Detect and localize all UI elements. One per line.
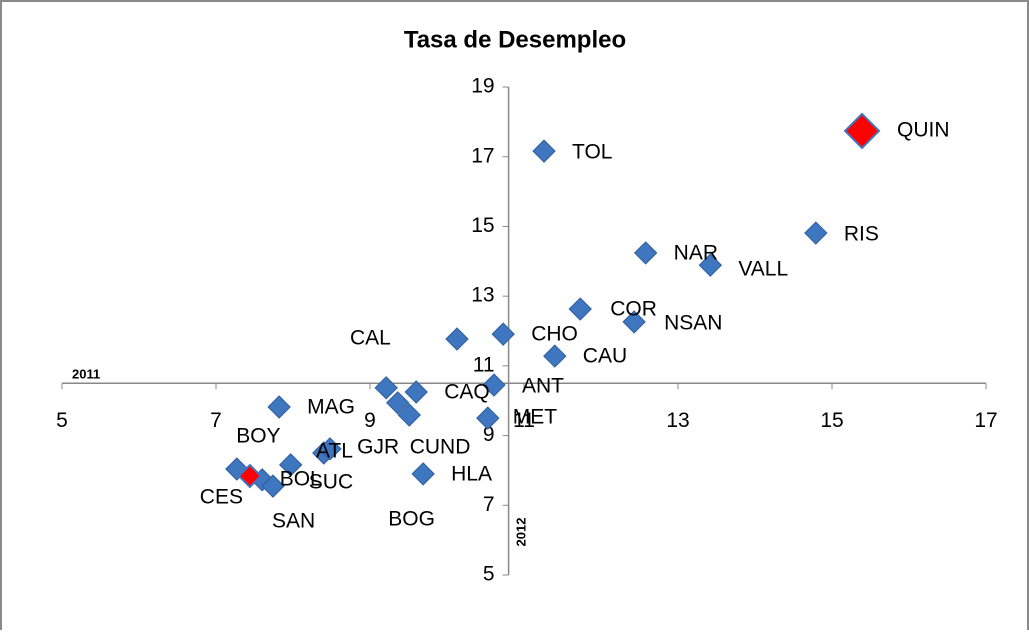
data-point — [374, 376, 398, 400]
y-tick-label: 7 — [483, 493, 495, 516]
point-label: CAQ — [444, 381, 490, 404]
point-label: SUC — [309, 471, 353, 494]
x-tick-label: 13 — [666, 409, 689, 432]
y-tick-label: 11 — [473, 353, 495, 376]
data-point — [261, 474, 285, 498]
data-point — [698, 253, 723, 277]
data-point — [411, 462, 435, 486]
point-label: NAR — [674, 241, 718, 264]
point-label: TOL — [572, 141, 612, 164]
data-point — [532, 139, 556, 163]
point-label: BOL — [280, 467, 322, 490]
data-point — [476, 406, 500, 430]
x-tick-label: 17 — [974, 409, 997, 432]
data-point — [397, 403, 421, 427]
x-axis-title: 2011 — [72, 366, 100, 381]
chart-title: Tasa de Desempleo — [404, 26, 626, 53]
x-tick-label: 15 — [820, 409, 843, 432]
point-label: SAN — [272, 510, 315, 533]
data-point — [278, 453, 303, 477]
point-label: MET — [513, 406, 558, 429]
point-label: CAU — [583, 345, 627, 368]
point-label: BOY — [236, 424, 280, 447]
data-point — [318, 437, 342, 461]
data-point — [843, 112, 881, 150]
y-axis-title: 2012 — [513, 518, 528, 547]
data-point — [386, 391, 410, 415]
point-label: VALL — [738, 258, 788, 281]
y-tick-label: 19 — [471, 75, 494, 98]
data-point — [482, 373, 506, 397]
y-tick-label: 5 — [483, 563, 495, 586]
point-label: ANT — [522, 375, 564, 398]
point-label: RIS — [844, 223, 879, 246]
point-label: NSAN — [664, 311, 722, 334]
point-label: ATL — [316, 439, 353, 462]
point-label: HLA — [451, 462, 492, 485]
data-point — [622, 310, 646, 334]
x-tick-label: 7 — [210, 409, 222, 432]
point-label: CAL — [350, 327, 391, 350]
point-label: CUND — [410, 435, 471, 458]
y-tick-label: 9 — [483, 423, 495, 446]
point-label: QUIN — [897, 118, 950, 141]
point-label: CES — [200, 486, 243, 509]
y-tick-label: 13 — [471, 284, 494, 307]
point-label: CHO — [531, 323, 578, 346]
x-tick-label: 9 — [364, 409, 376, 432]
point-label: BOG — [388, 508, 435, 531]
data-point — [804, 221, 828, 245]
data-point — [543, 344, 567, 368]
data-point — [445, 327, 469, 351]
data-point — [633, 241, 658, 265]
point-label: MAG — [307, 396, 355, 419]
data-point — [267, 395, 291, 419]
y-tick-label: 17 — [471, 144, 494, 167]
x-tick-label: 11 — [513, 409, 535, 432]
data-point — [404, 380, 428, 404]
data-point — [491, 322, 515, 346]
data-point — [568, 297, 592, 321]
y-tick-label: 15 — [471, 214, 494, 237]
point-label: COR — [610, 298, 657, 321]
x-tick-label: 5 — [56, 409, 68, 432]
point-label: GJR — [357, 435, 399, 458]
data-point — [237, 463, 263, 489]
